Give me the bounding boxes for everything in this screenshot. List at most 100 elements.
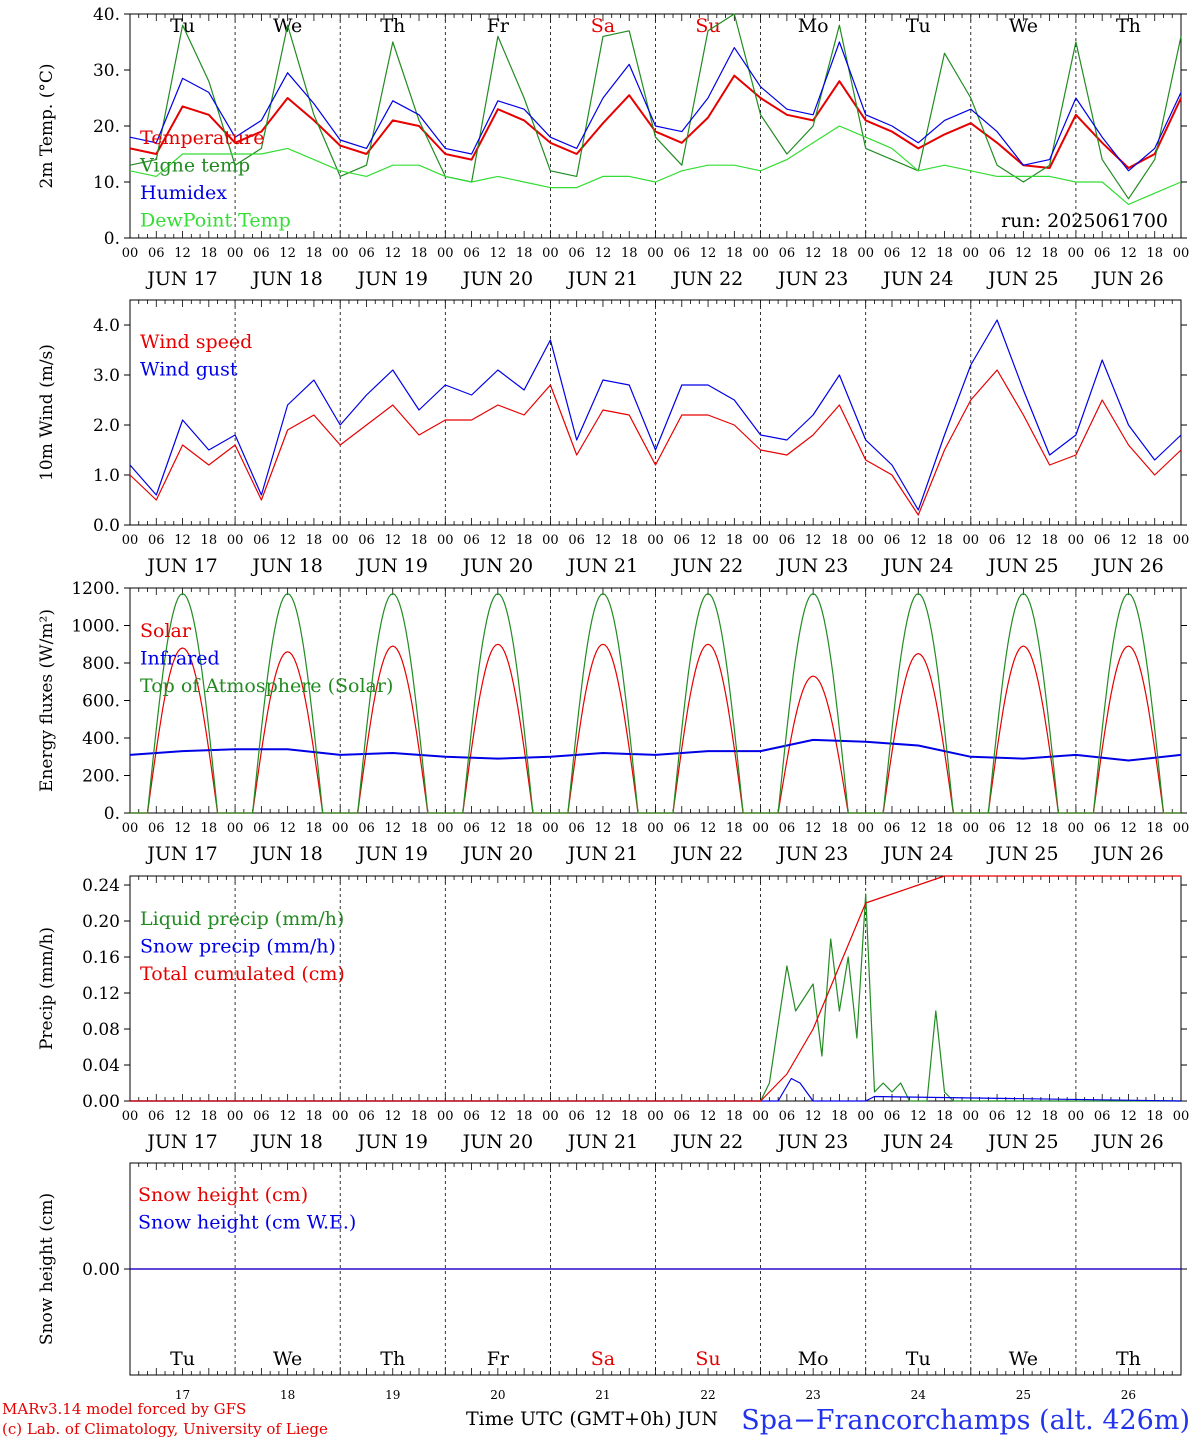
- hour-tick-label: 00: [227, 246, 244, 261]
- hour-tick-label: 12: [805, 533, 822, 548]
- weekday-label: We: [273, 1348, 302, 1370]
- day-label: JUN 19: [356, 555, 428, 577]
- hour-tick-label: 06: [884, 533, 901, 548]
- hour-tick-label: 18: [1041, 533, 1058, 548]
- hour-tick-label: 06: [779, 533, 796, 548]
- legend-entry: Wind speed: [140, 331, 252, 353]
- legend-entry: DewPoint Temp: [140, 210, 291, 232]
- hour-tick-label: 06: [1094, 533, 1111, 548]
- hour-tick-label: 18: [831, 533, 848, 548]
- day-label: JUN 26: [1091, 1131, 1163, 1153]
- hour-tick-label: 18: [1041, 1109, 1058, 1124]
- hour-tick-label: 06: [989, 821, 1006, 836]
- day-label: JUN 22: [671, 1131, 743, 1153]
- hour-tick-label: 18: [201, 821, 218, 836]
- y-tick-label: 1200.: [71, 579, 120, 599]
- hour-tick-label: 06: [674, 533, 691, 548]
- hour-tick-label: 18: [411, 246, 428, 261]
- hour-tick-label: 00: [1068, 1109, 1085, 1124]
- hour-tick-label: 06: [253, 246, 270, 261]
- day-number-label: 22: [700, 1388, 715, 1402]
- y-tick-label: 4.0: [93, 316, 120, 336]
- hour-tick-label: 06: [568, 533, 585, 548]
- hour-tick-label: 00: [752, 246, 769, 261]
- series-line-top-of-atmosphere-solar-: [130, 593, 1181, 814]
- hour-tick-label: 00: [1173, 246, 1190, 261]
- hour-tick-label: 06: [358, 246, 375, 261]
- legend-entry: Snow precip (mm/h): [140, 936, 336, 958]
- day-label: JUN 25: [986, 268, 1058, 290]
- hour-tick-label: 00: [963, 821, 980, 836]
- weekday-label: Su: [695, 1348, 720, 1370]
- hour-tick-label: 00: [542, 246, 559, 261]
- hour-tick-label: 18: [306, 246, 323, 261]
- hour-tick-label: 12: [595, 1109, 612, 1124]
- hour-tick-label: 18: [306, 821, 323, 836]
- hour-tick-label: 12: [384, 1109, 401, 1124]
- hour-tick-label: 12: [1015, 533, 1032, 548]
- day-label: JUN 24: [881, 1131, 953, 1153]
- hour-tick-label: 18: [621, 1109, 638, 1124]
- series-line-temperature: [129, 74, 1182, 169]
- day-label: JUN 25: [986, 555, 1058, 577]
- hour-tick-label: 18: [516, 246, 533, 261]
- weekday-label: Fr: [487, 15, 510, 37]
- hour-tick-label: 06: [148, 246, 165, 261]
- hour-tick-label: 00: [542, 533, 559, 548]
- hour-tick-label: 06: [463, 1109, 480, 1124]
- day-label: JUN 19: [356, 843, 428, 865]
- hour-tick-label: 12: [279, 533, 296, 548]
- day-label: JUN 26: [1091, 555, 1163, 577]
- series-line-total-cumulated-cm-: [130, 875, 1181, 1102]
- hour-tick-label: 12: [1015, 246, 1032, 261]
- hour-tick-label: 06: [358, 533, 375, 548]
- panel-wind: 0.0 1.0 2.0 3.0 4.0 10m Wind (m/s) 00 06 12 18 00 0…: [37, 299, 1189, 577]
- hour-tick-label: 06: [463, 821, 480, 836]
- day-label: JUN 21: [566, 1131, 638, 1153]
- y-tick-label: 0.04: [82, 1056, 120, 1076]
- hour-tick-label: 18: [936, 1109, 953, 1124]
- legend-entry: Infrared: [140, 648, 220, 670]
- hour-tick-label: 18: [936, 533, 953, 548]
- hour-tick-label: 06: [674, 821, 691, 836]
- hour-tick-label: 00: [332, 533, 349, 548]
- hour-tick-label: 00: [647, 821, 664, 836]
- hour-tick-label: 06: [148, 821, 165, 836]
- day-number-label: 26: [1121, 1388, 1136, 1402]
- hour-tick-label: 18: [831, 246, 848, 261]
- panel-snow: 0.00 Snow height (cm) Tu 17 We 18 Th 19 Fr 20 Sa 21…: [37, 1162, 1187, 1402]
- day-label: JUN 17: [145, 843, 217, 865]
- hour-tick-label: 00: [963, 533, 980, 548]
- hour-tick-label: 06: [989, 533, 1006, 548]
- hour-tick-label: 00: [437, 821, 454, 836]
- hour-tick-label: 00: [332, 821, 349, 836]
- weekday-label: Fr: [487, 1348, 510, 1370]
- day-label: JUN 20: [461, 843, 533, 865]
- day-label: JUN 18: [250, 843, 322, 865]
- weekday-label: We: [1009, 15, 1038, 37]
- hour-tick-label: 00: [647, 246, 664, 261]
- day-label: JUN 20: [461, 1131, 533, 1153]
- day-label: JUN 25: [986, 843, 1058, 865]
- hour-tick-label: 18: [1146, 821, 1163, 836]
- hour-tick-label: 12: [805, 821, 822, 836]
- hour-tick-label: 18: [201, 533, 218, 548]
- y-tick-label: 0.24: [82, 876, 120, 896]
- hour-tick-label: 18: [1146, 533, 1163, 548]
- day-label: JUN 20: [461, 555, 533, 577]
- y-tick-label: 2.0: [93, 416, 120, 436]
- day-label: JUN 17: [145, 1131, 217, 1153]
- hour-tick-label: 12: [700, 533, 717, 548]
- weekday-label: Sa: [591, 15, 615, 37]
- hour-tick-label: 00: [752, 821, 769, 836]
- day-label: JUN 20: [461, 268, 533, 290]
- hour-tick-label: 18: [831, 1109, 848, 1124]
- hour-tick-label: 18: [201, 246, 218, 261]
- y-tick-label: 0.08: [82, 1020, 120, 1040]
- legend-entry: Humidex: [140, 182, 227, 204]
- hour-tick-label: 06: [148, 1109, 165, 1124]
- hour-tick-label: 00: [227, 1109, 244, 1124]
- weekday-label: Tu: [170, 1348, 195, 1370]
- series-line-dewpoint-temp: [129, 125, 1182, 205]
